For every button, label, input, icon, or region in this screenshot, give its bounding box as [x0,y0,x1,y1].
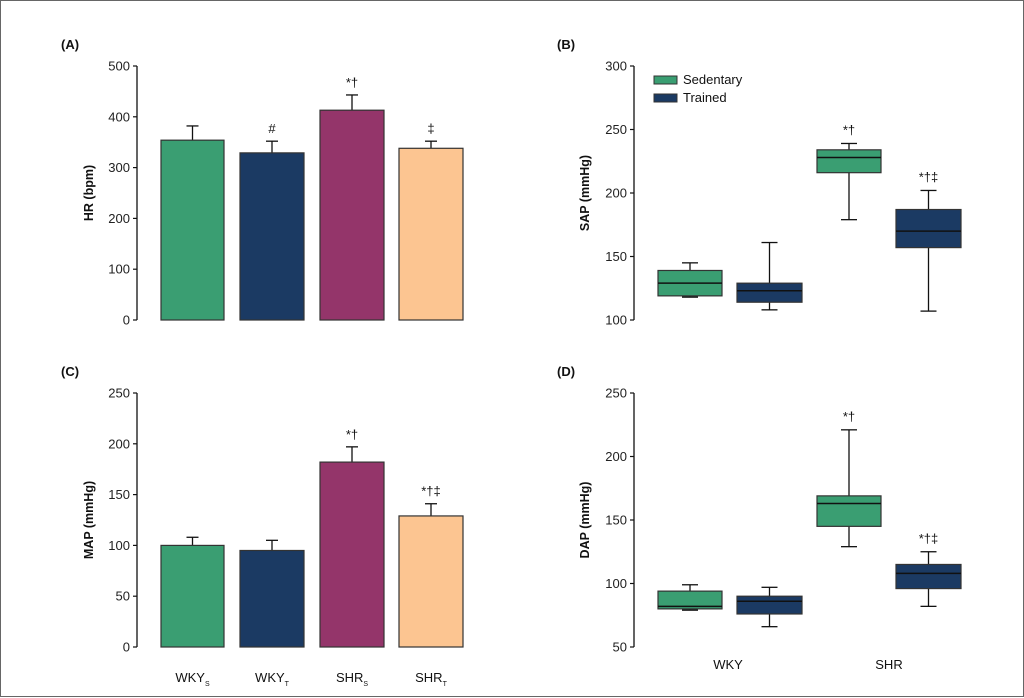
panel-d-dap-box-plot: (D) 50 100 150 200 250 DAP (mmHg) *† *†‡ WKY SHR [557,364,962,672]
y-tick-label: 200 [108,436,130,451]
significance-annotation: *† [346,427,358,442]
y-tick-label: 200 [108,211,130,226]
significance-annotation: *†‡ [919,169,939,184]
box [895,208,962,249]
bar [160,139,225,321]
box [816,149,882,174]
y-tick-label: 0 [123,640,130,655]
y-axis-label: SAP (mmHg) [578,155,592,231]
y-tick-label: 0 [123,313,130,328]
significance-annotation: # [268,121,276,136]
significance-annotation: *†‡ [919,531,939,546]
significance-annotation: *†‡ [421,484,441,499]
y-tick-label: 250 [605,122,627,137]
x-category-label: WKYS [175,670,210,688]
box [736,595,803,615]
bar [160,544,225,648]
y-tick-label: 50 [116,589,130,604]
y-tick-label: 250 [108,386,130,401]
panel-label: (C) [61,364,79,379]
y-axis-label: HR (bpm) [82,165,96,221]
y-tick-label: 150 [108,487,130,502]
panel-label: (B) [557,37,575,52]
bar [239,152,305,321]
bar [319,461,385,648]
legend: Sedentary Trained [653,72,743,105]
x-category-label: SHRT [415,670,447,688]
significance-annotation: *† [346,75,358,90]
y-tick-label: 100 [108,538,130,553]
box [657,590,723,610]
y-tick-label: 400 [108,109,130,124]
y-axis-label: MAP (mmHg) [82,481,96,559]
y-tick-label: 200 [605,186,627,201]
y-tick-label: 100 [605,576,627,591]
x-group-label: WKY [713,657,743,672]
panel-a-hr-bar-chart: (A) 0 100 200 300 400 500 HR (bpm) # *† ‡ [61,37,464,328]
legend-swatch-trained [653,93,678,103]
legend-label-sedentary: Sedentary [683,72,743,87]
panel-b-sap-box-plot: (B) 100 150 200 250 300 SAP (mmHg) *† *†‡ Sedenta… [557,37,962,328]
bar [398,147,464,321]
box [895,563,962,590]
x-category-label: WKYT [255,670,290,688]
panel-label: (A) [61,37,79,52]
x-category-label: SHRS [336,670,368,688]
x-group-label: SHR [875,657,902,672]
y-tick-label: 300 [605,59,627,74]
y-tick-label: 200 [605,449,627,464]
panel-label: (D) [557,364,575,379]
bar [239,549,305,648]
y-tick-label: 150 [605,513,627,528]
y-tick-label: 100 [108,262,130,277]
y-axis-label: DAP (mmHg) [578,482,592,559]
legend-label-trained: Trained [683,90,727,105]
y-tick-label: 50 [613,640,627,655]
legend-swatch-sedentary [653,75,678,85]
box [816,495,882,527]
y-tick-label: 250 [605,386,627,401]
significance-annotation: *† [843,122,855,137]
y-tick-label: 500 [108,59,130,74]
y-tick-label: 150 [605,249,627,264]
panel-c-map-bar-chart: (C) 0 50 100 150 200 250 MAP (mmHg) WKYS WKYT *† SH… [61,364,464,688]
bar [319,109,385,321]
y-tick-label: 300 [108,160,130,175]
bar [398,515,464,648]
box [736,282,803,303]
significance-annotation: *† [843,409,855,424]
y-tick-label: 100 [605,313,627,328]
significance-annotation: ‡ [427,121,434,136]
